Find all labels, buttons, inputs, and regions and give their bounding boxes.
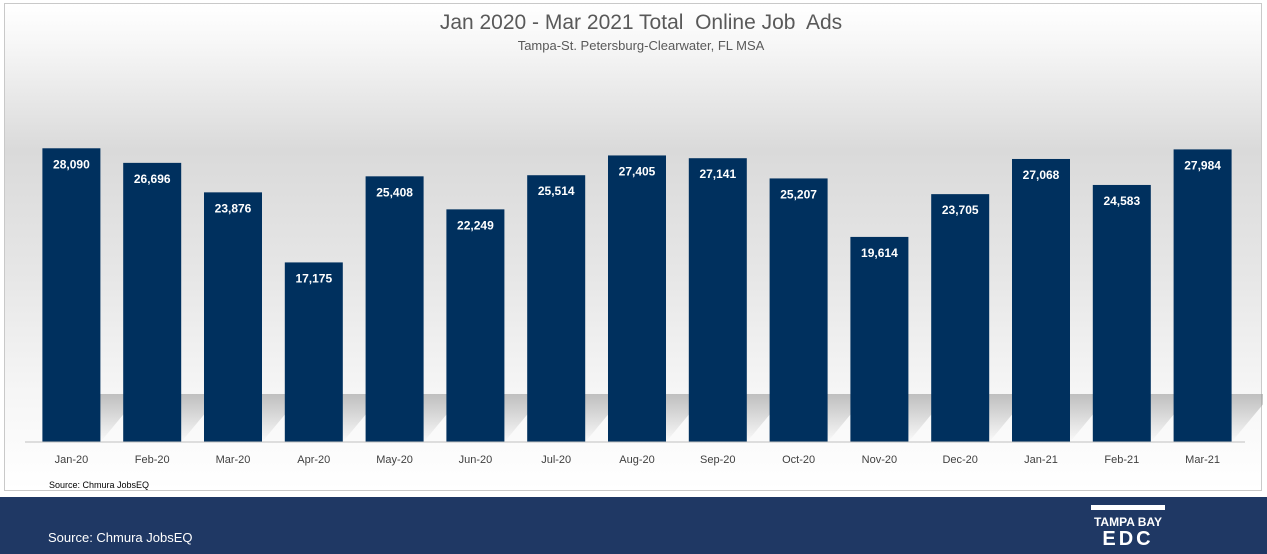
data-label: 25,408	[376, 185, 413, 199]
data-label: 23,705	[942, 203, 979, 217]
bar-jun-20	[446, 209, 505, 442]
x-tick-label: Feb-21	[1104, 454, 1139, 466]
x-tick-label: Feb-20	[135, 454, 170, 466]
bar-apr-20	[284, 262, 343, 442]
data-label: 22,249	[457, 218, 494, 232]
bar-dec-20	[931, 194, 990, 442]
data-label: 27,068	[1023, 168, 1060, 182]
bar-jan-21	[1012, 158, 1070, 442]
data-label: 27,141	[699, 167, 736, 181]
bar-feb-21	[1092, 184, 1151, 442]
footer-bar: Source: Chmura JobsEQ TAMPA BAY EDC	[0, 497, 1267, 554]
data-label: 17,175	[295, 271, 332, 285]
bar-mar-20	[204, 192, 262, 442]
data-label: 25,207	[780, 187, 817, 201]
data-label: 19,614	[861, 246, 898, 260]
x-tick-label: Mar-20	[216, 454, 251, 466]
edc-tampa-bay-logo: TAMPA BAY EDC	[1091, 505, 1165, 549]
data-label: 27,405	[619, 164, 656, 178]
bar-may-20	[365, 176, 424, 442]
data-label: 23,876	[215, 201, 252, 215]
bar-oct-20	[769, 178, 828, 442]
x-tick-label: Apr-20	[297, 454, 330, 466]
chart-area: Jan 2020 - Mar 2021 Total Online Job Ads…	[4, 3, 1263, 491]
bar-aug-20	[608, 155, 666, 443]
x-tick-label: Sep-20	[700, 454, 735, 466]
bar-nov-20	[850, 236, 909, 442]
chart-title: Jan 2020 - Mar 2021 Total Online Job Ads	[440, 11, 842, 34]
x-tick-label: Oct-20	[782, 454, 815, 466]
bar-feb-20	[123, 162, 182, 442]
data-label: 24,583	[1103, 194, 1140, 208]
bar-jul-20	[527, 175, 586, 442]
data-label: 28,090	[53, 157, 90, 171]
logo-text: TAMPA BAY	[1094, 515, 1162, 529]
x-tick-label: Jun-20	[459, 454, 493, 466]
x-tick-label: Mar-21	[1185, 454, 1220, 466]
data-label: 25,514	[538, 184, 575, 198]
bar-sep-20	[688, 158, 747, 442]
bar-jan-20	[42, 148, 101, 442]
bar-chart: Jan 2020 - Mar 2021 Total Online Job Ads…	[25, 11, 1263, 490]
chart-subtitle: Tampa-St. Petersburg-Clearwater, FL MSA	[518, 38, 765, 53]
data-label: 27,984	[1184, 158, 1221, 172]
x-tick-label: Jul-20	[541, 454, 571, 466]
chart-source-note: Source: Chmura JobsEQ	[49, 480, 149, 490]
footer-source-text: Source: Chmura JobsEQ	[48, 530, 193, 545]
x-tick-label: May-20	[376, 454, 413, 466]
bar-mar-21	[1173, 149, 1232, 442]
logo-letters: EDC	[1102, 528, 1153, 549]
x-tick-label: Nov-20	[862, 454, 897, 466]
data-label: 26,696	[134, 172, 171, 186]
x-tick-label: Dec-20	[942, 454, 977, 466]
x-tick-label: Jan-21	[1024, 454, 1058, 466]
x-tick-label: Jan-20	[55, 454, 89, 466]
x-tick-label: Aug-20	[619, 454, 654, 466]
